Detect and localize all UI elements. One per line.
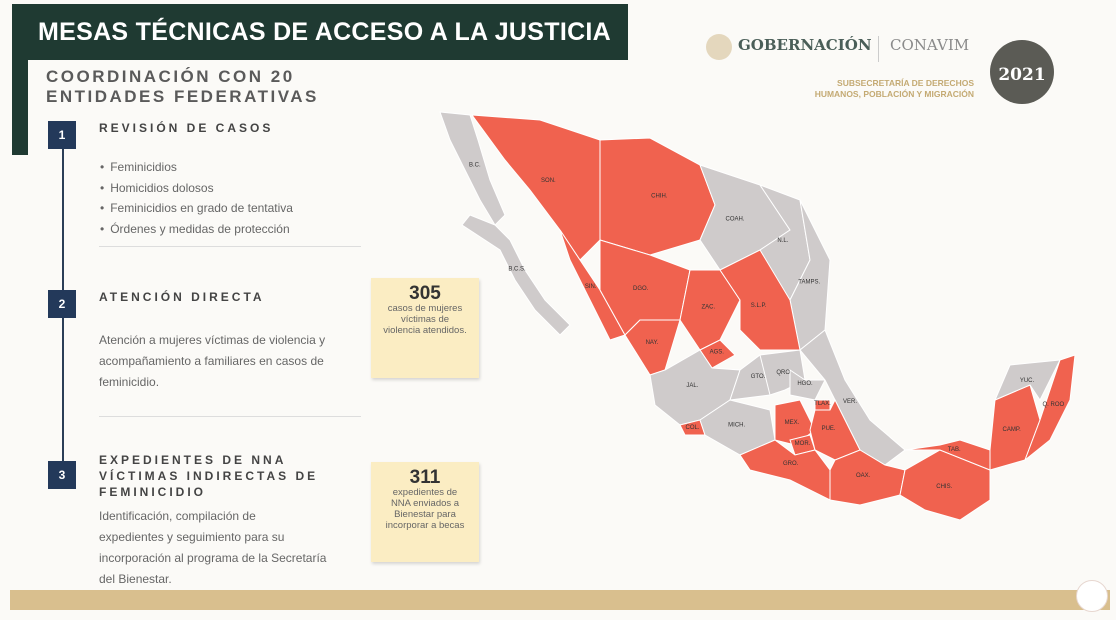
state-label-jal: JAL. <box>686 383 698 389</box>
state-label-mich: MICH. <box>728 423 745 429</box>
slide-subtitle: COORDINACIÓN CON 20 ENTIDADES FEDERATIVA… <box>46 67 319 107</box>
text-line: incorporación al programa de la Secretar… <box>99 551 327 565</box>
case-types-list: Feminicidios Homicidios dolosos Feminici… <box>100 160 293 242</box>
state-label-pue: PUE. <box>822 426 836 432</box>
state-label-tab: TAB. <box>948 447 961 453</box>
state-label-qroo: Q. ROO <box>1042 402 1064 408</box>
conavim-logo: CONAVIM <box>890 36 970 54</box>
list-item: Feminicidios en grado de tentativa <box>100 201 293 222</box>
divider <box>99 246 361 247</box>
text-line: del Bienestar. <box>99 572 172 586</box>
state-label-chis: CHIS. <box>936 484 952 490</box>
gobernacion-seal-icon <box>706 34 732 60</box>
state-label-nay: NAY. <box>646 340 659 346</box>
state-label-col: COL. <box>685 425 699 431</box>
corner-logo-icon <box>1076 580 1108 612</box>
subtitle-line: COORDINACIÓN CON 20 <box>46 67 295 86</box>
logo-divider <box>878 36 879 62</box>
section-2-title: ATENCIÓN DIRECTA <box>99 290 265 304</box>
state-label-gto: GTO. <box>751 374 766 380</box>
text-line: acompañamiento a familiares en casos de <box>99 354 324 368</box>
stat-caption: casos de mujeres <box>387 303 463 314</box>
state-label-camp: CAMP. <box>1003 427 1022 433</box>
state-yuc <box>994 359 1061 401</box>
state-label-yuc: YUC. <box>1020 378 1035 384</box>
list-item: Órdenes y medidas de protección <box>100 222 293 243</box>
state-qroo <box>1023 354 1076 462</box>
state-label-hgo: HGO. <box>797 381 813 387</box>
stat-caption: incorporar a becas <box>385 520 465 531</box>
state-bcs <box>461 214 571 336</box>
list-item: Homicidios dolosos <box>100 181 293 202</box>
state-hgo <box>789 369 826 401</box>
stat-caption: víctimas de <box>400 314 450 325</box>
stat-caption: Bienestar para <box>394 509 456 520</box>
state-label-chih: CHIH. <box>651 194 668 200</box>
step-3-marker: 3 <box>48 461 76 489</box>
state-sin <box>559 229 626 341</box>
year-2021-badge: 2021 <box>990 40 1054 104</box>
footer-band <box>10 590 1110 610</box>
state-label-qro: QRO. <box>776 370 792 376</box>
stat-caption: violencia atendidos. <box>383 325 467 336</box>
subsecretaria-line: HUMANOS, POBLACIÓN Y MIGRACIÓN <box>814 89 974 99</box>
section-3-title: EXPEDIENTES DE NNA VÍCTIMAS INDIRECTAS D… <box>99 452 318 500</box>
stat-value: 305 <box>409 283 441 304</box>
state-label-son: SON. <box>541 178 556 184</box>
title-line: FEMINICIDIO <box>99 485 206 499</box>
section-3-text: Identificación, compilación de expedient… <box>99 506 326 590</box>
list-item: Feminicidios <box>100 160 293 181</box>
state-label-tlax: TLAX. <box>814 401 831 407</box>
state-label-ags: AGS. <box>710 349 725 355</box>
subsecretaria-line: SUBSECRETARÍA DE DERECHOS <box>837 78 974 88</box>
subtitle-line: ENTIDADES FEDERATIVAS <box>46 87 319 106</box>
state-label-ver: VER. <box>843 399 857 405</box>
state-label-dgo: DGO. <box>633 286 649 292</box>
section-1-title: REVISIÓN DE CASOS <box>99 121 274 135</box>
state-label-bc: B.C. <box>469 162 481 168</box>
state-bc <box>439 111 506 226</box>
stat-caption: expedientes de <box>392 487 458 498</box>
gobernacion-logo: GOBERNACIÓN <box>738 36 872 54</box>
state-label-bcs: B.C.S. <box>508 266 526 272</box>
title-line: VÍCTIMAS INDIRECTAS DE <box>99 469 319 483</box>
state-label-mor: MOR. <box>795 441 811 447</box>
text-line: expedientes y seguimiento para su <box>99 530 285 544</box>
text-line: Identificación, compilación de <box>99 509 256 523</box>
state-label-coah: COAH. <box>725 217 744 223</box>
stat-caption: NNA enviados a <box>390 498 460 509</box>
state-ver <box>799 329 906 466</box>
step-2-marker: 2 <box>48 290 76 318</box>
section-2-text: Atención a mujeres víctimas de violencia… <box>99 330 325 393</box>
state-label-slp: S.L.P. <box>751 303 767 309</box>
stat-value: 311 <box>409 467 441 488</box>
title-line: EXPEDIENTES DE NNA <box>99 453 287 467</box>
title-accent <box>12 60 28 155</box>
state-label-sin: SIN. <box>585 284 597 290</box>
state-label-nl: N.L. <box>777 238 788 244</box>
text-line: Atención a mujeres víctimas de violencia… <box>99 333 326 347</box>
divider <box>99 416 361 417</box>
step-1-marker: 1 <box>48 121 76 149</box>
subsecretaria-label: SUBSECRETARÍA DE DERECHOS HUMANOS, POBLA… <box>770 78 974 100</box>
slide-title: MESAS TÉCNICAS DE ACCESO A LA JUSTICIA <box>12 4 628 60</box>
state-slp <box>719 249 801 351</box>
stat-note-305: 305 casos de mujeres víctimas de violenc… <box>371 278 479 378</box>
state-label-oax: OAX. <box>856 473 871 479</box>
text-line: feminicidio. <box>99 375 160 389</box>
state-label-mex: MEX. <box>785 420 800 426</box>
state-nay <box>624 319 681 376</box>
stat-note-311: 311 expedientes de NNA enviados a Bienes… <box>371 462 479 562</box>
state-label-tamps: TAMPS. <box>798 279 820 285</box>
state-label-gro: GRO. <box>783 461 799 467</box>
state-label-zac: ZAC. <box>701 304 715 310</box>
